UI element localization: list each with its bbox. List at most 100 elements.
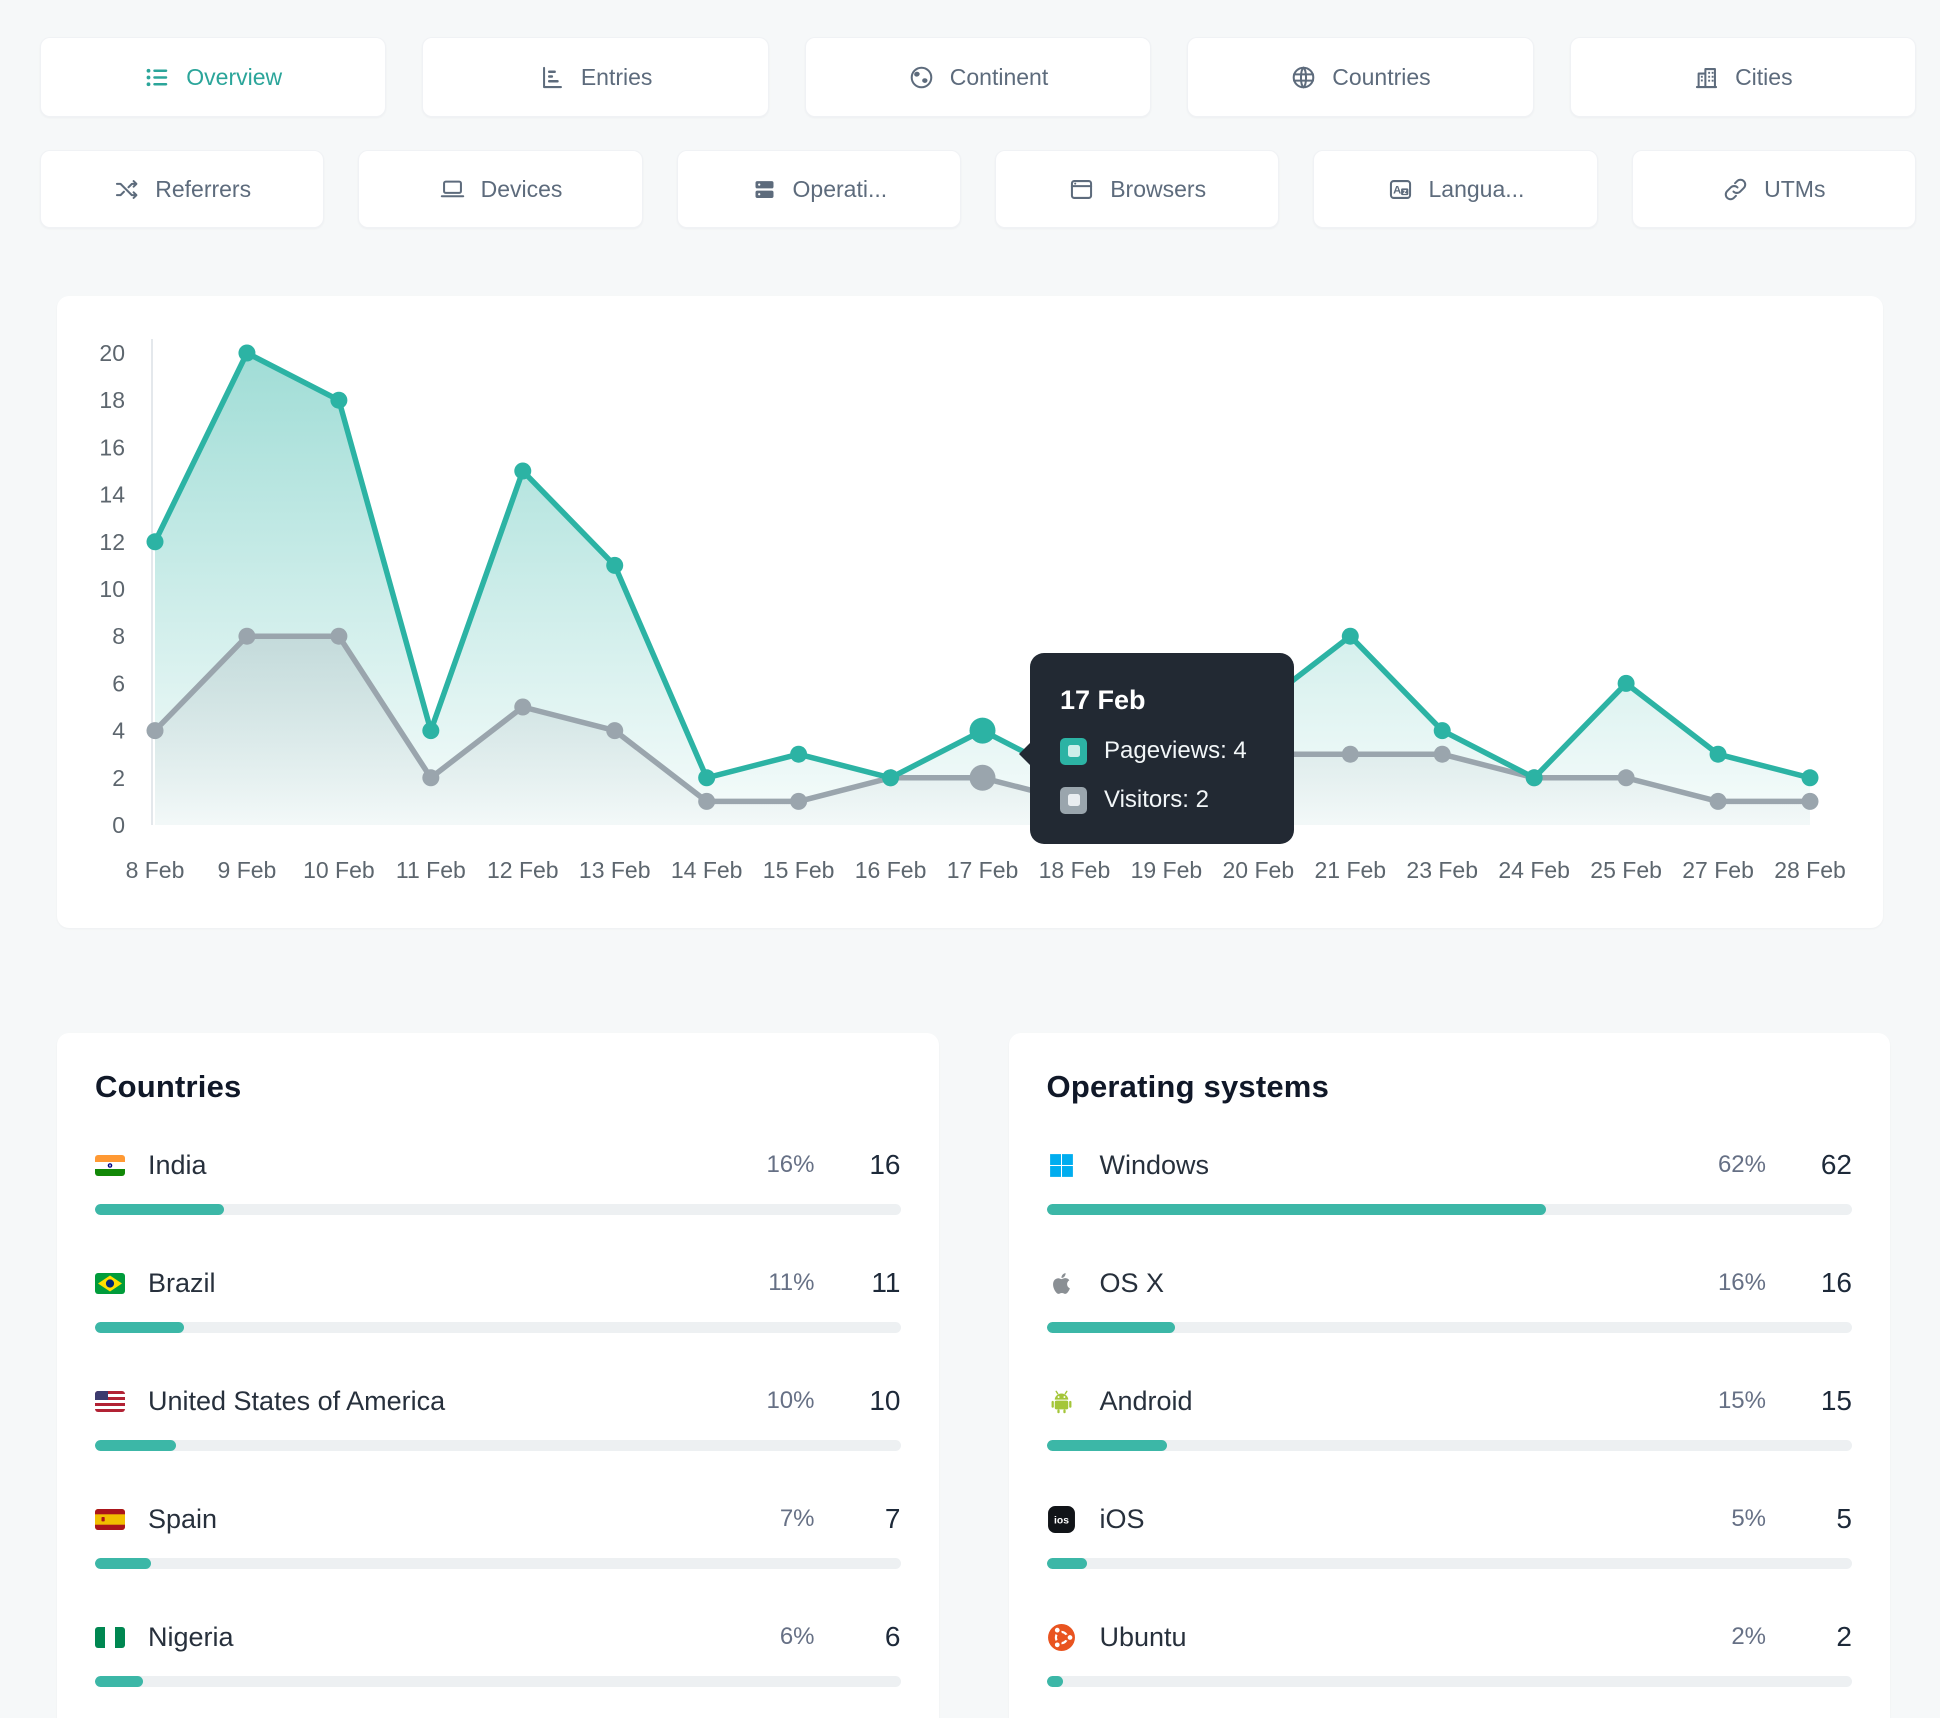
svg-text:14 Feb: 14 Feb	[671, 857, 743, 883]
breakdown-panels: Countries India 16% 16 Brazil 11% 11 United St…	[57, 1033, 1890, 1718]
country-progress-fill	[95, 1558, 152, 1569]
tab-label: Operati...	[792, 175, 888, 202]
list-item: Brazil 11% 11	[95, 1267, 901, 1299]
tab-operati[interactable]: Operati...	[676, 150, 961, 228]
tooltip-row-label: Pageviews: 4	[1104, 737, 1247, 764]
svg-text:25 Feb: 25 Feb	[1590, 857, 1662, 883]
os-label: OS X	[1099, 1267, 1165, 1298]
country-row-brazil[interactable]: Brazil 11% 11	[95, 1267, 901, 1333]
tab-utms[interactable]: UTMs	[1631, 150, 1916, 228]
tab-countries[interactable]: Countries	[1187, 37, 1534, 117]
list-item: Ubuntu 2% 2	[1047, 1621, 1852, 1653]
country-label: United States of America	[148, 1385, 446, 1416]
country-percent: 6%	[779, 1623, 815, 1650]
traffic-chart-panel: 0 2 4 6 8 10 12 14 16 18 20 8 Feb 9 Feb 10 Feb 11 Feb 1…	[57, 296, 1883, 928]
svg-text:12 Feb: 12 Feb	[487, 857, 559, 883]
os-progress-track	[1046, 1440, 1852, 1451]
svg-text:19 Feb: 19 Feb	[1131, 857, 1203, 883]
svg-text:24 Feb: 24 Feb	[1498, 857, 1570, 883]
tab-bar-primary: Overview Entries Continent Countries Cities	[40, 37, 1917, 117]
tab-label: Overview	[186, 63, 283, 90]
os-row-ios[interactable]: ios iOS 5% 5	[1046, 1503, 1852, 1569]
tooltip-date: 17 Feb	[1060, 685, 1146, 715]
tab-entries[interactable]: Entries	[422, 37, 769, 117]
country-row-nigeria[interactable]: Nigeria 6% 6	[95, 1621, 901, 1687]
svg-text:20 Feb: 20 Feb	[1223, 857, 1295, 883]
country-progress-track	[95, 1440, 901, 1451]
earth-icon	[908, 64, 935, 91]
svg-text:16: 16	[99, 434, 125, 460]
country-progress-fill	[95, 1440, 176, 1451]
os-row-android[interactable]: Android 15% 15	[1046, 1385, 1852, 1451]
svg-text:20: 20	[99, 340, 125, 366]
country-progress-track	[95, 1558, 901, 1569]
os-percent: 15%	[1717, 1387, 1766, 1414]
svg-text:4: 4	[112, 718, 125, 744]
tab-label: Devices	[480, 175, 563, 202]
country-count: 16	[869, 1149, 901, 1180]
list-item: OS X 16% 16	[1047, 1267, 1852, 1299]
visitors-swatch-icon	[1060, 786, 1087, 814]
flag-usa-icon	[95, 1390, 127, 1412]
building-icon	[1693, 64, 1720, 91]
country-count: 6	[884, 1621, 901, 1652]
list-item: United States of America 10% 10	[95, 1385, 901, 1417]
svg-text:6: 6	[112, 670, 125, 696]
tab-cities[interactable]: Cities	[1569, 37, 1917, 117]
os-progress-fill	[1046, 1204, 1546, 1215]
svg-text:10 Feb: 10 Feb	[303, 857, 375, 883]
country-row-india[interactable]: India 16% 16	[95, 1149, 901, 1215]
country-row-spain[interactable]: Spain 7% 7	[95, 1503, 901, 1569]
tab-devices[interactable]: Devices	[358, 150, 643, 228]
country-percent: 10%	[766, 1387, 815, 1414]
bar-chart-icon	[539, 64, 566, 91]
svg-text:27 Feb: 27 Feb	[1682, 857, 1754, 883]
operating-systems-list: Windows 62% 62 OS X 16% 16 Android 15% 15 ios iOS 5…	[1046, 1149, 1852, 1687]
country-label: Spain	[148, 1503, 218, 1534]
os-label: Windows	[1099, 1149, 1210, 1180]
svg-text:ios: ios	[1054, 1515, 1069, 1526]
os-row-ubuntu[interactable]: Ubuntu 2% 2	[1046, 1621, 1852, 1687]
flag-brazil-icon	[95, 1272, 127, 1294]
chart-tooltip: 17 Feb Pageviews: 4 Visitors: 2	[1019, 653, 1294, 844]
os-progress-fill	[1046, 1558, 1087, 1569]
os-windows-icon	[1047, 1151, 1079, 1180]
countries-list: India 16% 16 Brazil 11% 11 United States of Am…	[95, 1149, 901, 1687]
tooltip-row-visitors: Visitors: 2	[1060, 786, 1264, 814]
tooltip-row-pageviews: Pageviews: 4	[1060, 737, 1264, 765]
tab-referrers[interactable]: Referrers	[40, 150, 325, 228]
os-count: 16	[1820, 1267, 1852, 1298]
svg-text:8: 8	[112, 623, 125, 649]
tab-overview[interactable]: Overview	[40, 37, 387, 117]
tab-browsers[interactable]: Browsers	[994, 150, 1280, 228]
flag-nigeria-icon	[95, 1626, 127, 1648]
os-percent: 2%	[1731, 1623, 1766, 1650]
svg-text:z: z	[1402, 186, 1406, 195]
traffic-line-chart[interactable]: 0 2 4 6 8 10 12 14 16 18 20 8 Feb 9 Feb 10 Feb 11 Feb 1…	[57, 296, 1883, 928]
os-progress-track	[1046, 1676, 1852, 1687]
country-row-united-states-of-america[interactable]: United States of America 10% 10	[95, 1385, 901, 1451]
svg-text:23 Feb: 23 Feb	[1406, 857, 1478, 883]
list-item: Windows 62% 62	[1047, 1149, 1852, 1181]
link-icon	[1722, 176, 1749, 203]
os-ios-icon: ios	[1047, 1505, 1079, 1534]
svg-text:15 Feb: 15 Feb	[763, 857, 835, 883]
os-count: 15	[1820, 1385, 1852, 1416]
os-label: iOS	[1099, 1503, 1145, 1534]
operating-systems-panel: Operating systems Windows 62% 62 OS X 16% 16 A…	[1008, 1033, 1890, 1718]
country-progress-fill	[95, 1322, 184, 1333]
svg-text:28 Feb: 28 Feb	[1774, 857, 1846, 883]
country-progress-track	[95, 1676, 901, 1687]
os-progress-track	[1046, 1558, 1852, 1569]
tab-continent[interactable]: Continent	[804, 37, 1152, 117]
os-row-windows[interactable]: Windows 62% 62	[1046, 1149, 1852, 1215]
tab-label: Continent	[949, 63, 1049, 90]
svg-text:13 Feb: 13 Feb	[579, 857, 651, 883]
laptop-icon	[439, 176, 466, 203]
country-percent: 11%	[768, 1269, 815, 1296]
shuffle-icon	[113, 176, 140, 203]
svg-text:14: 14	[99, 482, 125, 508]
os-row-os-x[interactable]: OS X 16% 16	[1046, 1267, 1852, 1333]
country-progress-track	[95, 1322, 901, 1333]
